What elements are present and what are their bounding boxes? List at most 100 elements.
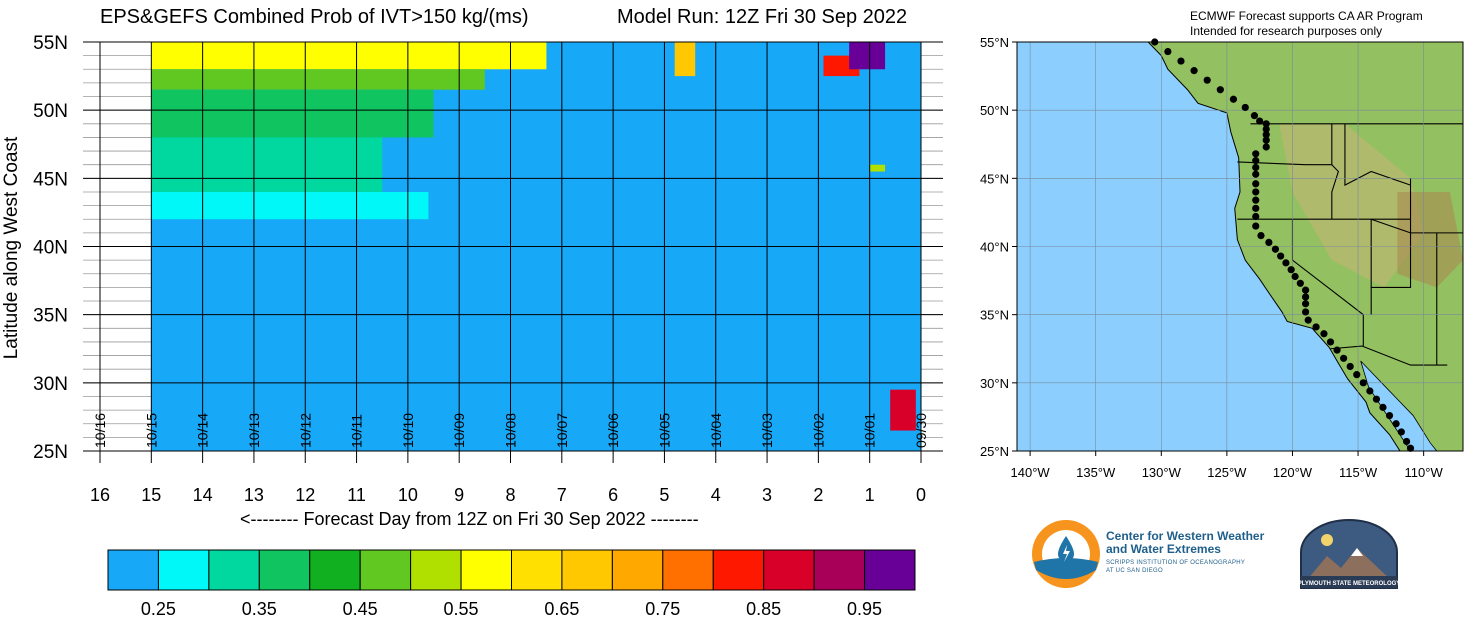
date-label: 10/12 (297, 413, 313, 448)
state-border (1330, 345, 1448, 366)
date-label: 10/08 (503, 413, 519, 448)
x-tick-label: 15 (141, 485, 161, 505)
colorbar-swatch (359, 549, 412, 591)
x-tick-label: 6 (608, 485, 618, 505)
coastal-point-marker (1291, 272, 1299, 281)
coastal-point-marker (1379, 403, 1387, 411)
x-tick-label: 8 (505, 485, 515, 505)
state-border (1370, 218, 1412, 288)
coastal-point-marker (1402, 437, 1411, 446)
coastal-point-marker (1252, 212, 1260, 221)
cw3e-name-line-1: Center for Western Weather (1106, 529, 1265, 543)
credit-note: ECMWF Forecast supports CA AR Program In… (1190, 9, 1423, 39)
coastal-point-marker (1301, 286, 1310, 294)
coastal-point-marker (1326, 338, 1335, 346)
colorbar-swatch (511, 549, 563, 591)
colorbar-swatch (561, 549, 613, 591)
coastal-point-marker (1385, 411, 1394, 420)
coastal-point-marker (1252, 196, 1260, 204)
colorbar-swatch (410, 549, 462, 591)
colorbar-swatch (813, 549, 866, 591)
coastal-point-marker (1340, 354, 1348, 362)
x-axis-label: <-------- Forecast Day from 12Z on Fri 3… (240, 509, 699, 529)
colorbar-swatch (309, 549, 361, 591)
coastal-point-marker (1252, 204, 1260, 212)
coastal-point-marker (1320, 330, 1328, 338)
coastal-point-marker (1353, 371, 1361, 379)
coastal-point-marker (1304, 316, 1312, 324)
coastal-point-marker (1312, 323, 1320, 331)
probability-region (151, 69, 485, 90)
date-label: 10/09 (451, 413, 467, 448)
date-label: 10/07 (554, 413, 570, 448)
coastal-point-marker (1252, 188, 1260, 196)
coastal-point-marker (1366, 387, 1374, 395)
date-label: 10/15 (143, 413, 159, 448)
plymouth-state-logo: PLYMOUTH STATE METEOROLOGY (1298, 519, 1400, 589)
cw3e-name-line-2: and Water Extremes (1106, 542, 1221, 556)
coastal-point-marker (1262, 143, 1270, 151)
rockies-shading (1397, 191, 1463, 288)
date-label: 10/10 (400, 413, 416, 448)
coastal-point-marker (1346, 362, 1354, 371)
date-label: 09/30 (913, 413, 929, 448)
date-label: 10/04 (708, 413, 724, 448)
probability-region (849, 42, 886, 70)
coastal-point-marker (1262, 136, 1270, 144)
coastal-point-marker (1406, 444, 1415, 452)
colorbar-tick-label: 0.95 (847, 599, 882, 619)
coastal-point-marker (1252, 180, 1260, 188)
coastal-point-marker (1252, 150, 1260, 158)
colorbar-swatch (460, 549, 512, 591)
colorbar-swatch (107, 549, 159, 591)
colorbar-swatch (208, 549, 260, 591)
coastal-point-marker (1262, 131, 1270, 139)
probability-region (151, 137, 383, 192)
cw3e-sub-line-2: AT UC SAN DIEGO (1106, 568, 1163, 574)
map-x-tick-label: 125°W (1207, 465, 1247, 480)
date-label: 10/06 (605, 413, 621, 448)
map-x-tick-label: 135°W (1076, 465, 1116, 480)
colorbar-tick-label: 0.45 (343, 599, 378, 619)
map-y-tick-label: 25°N (980, 444, 1009, 459)
y-tick-label: 30N (33, 374, 68, 395)
x-tick-label: 11 (347, 485, 366, 505)
state-border (1331, 164, 1340, 220)
cw3e-subtitle: SCRIPPS INSTITUTION OF OCEANOGRAPHY AT U… (1106, 559, 1245, 575)
model-run-label: Model Run: 12Z Fri 30 Sep 2022 (617, 6, 908, 28)
coastal-point-marker (1252, 157, 1260, 165)
cw3e-logo (1032, 520, 1100, 588)
colorbar-swatch (157, 549, 210, 591)
cw3e-sub-line-1: SCRIPPS INSTITUTION OF OCEANOGRAPHY (1106, 560, 1246, 566)
coastal-point-marker (1216, 86, 1224, 94)
colorbar-swatch (611, 549, 664, 591)
y-tick-label: 45N (33, 169, 68, 190)
coastal-point-marker (1177, 57, 1185, 65)
coastal-point-marker (1282, 259, 1290, 267)
chart-title: EPS&GEFS Combined Prob of IVT>150 kg/(ms… (100, 6, 529, 28)
date-label: 10/16 (92, 413, 108, 448)
probability-region (151, 191, 429, 220)
colorbar-tick-label: 0.85 (746, 599, 781, 619)
x-tick-label: 4 (711, 485, 721, 505)
colorbar-tick-label: 0.75 (645, 599, 680, 619)
coastal-point-marker (1296, 279, 1304, 287)
y-tick-label: 25N (33, 442, 68, 463)
x-tick-label: 13 (244, 485, 264, 505)
colorbar-swatch (712, 549, 765, 591)
coastal-point-marker (1241, 103, 1249, 112)
date-label: 10/03 (759, 413, 775, 448)
map-y-tick-label: 50°N (980, 103, 1009, 118)
x-tick-label: 1 (865, 485, 875, 505)
coastal-point-marker (1277, 252, 1285, 260)
map-y-tick-label: 30°N (980, 376, 1009, 391)
credit-line-1: ECMWF Forecast supports CA AR Program (1190, 9, 1423, 23)
date-label: 10/02 (810, 413, 826, 448)
coastal-point-marker (1250, 112, 1259, 120)
map-x-tick-label: 120°W (1273, 465, 1313, 480)
date-label: 10/11 (349, 414, 365, 448)
coastal-point-marker (1397, 428, 1405, 436)
coastal-point-marker (1265, 238, 1273, 247)
date-label: 10/14 (195, 413, 211, 448)
